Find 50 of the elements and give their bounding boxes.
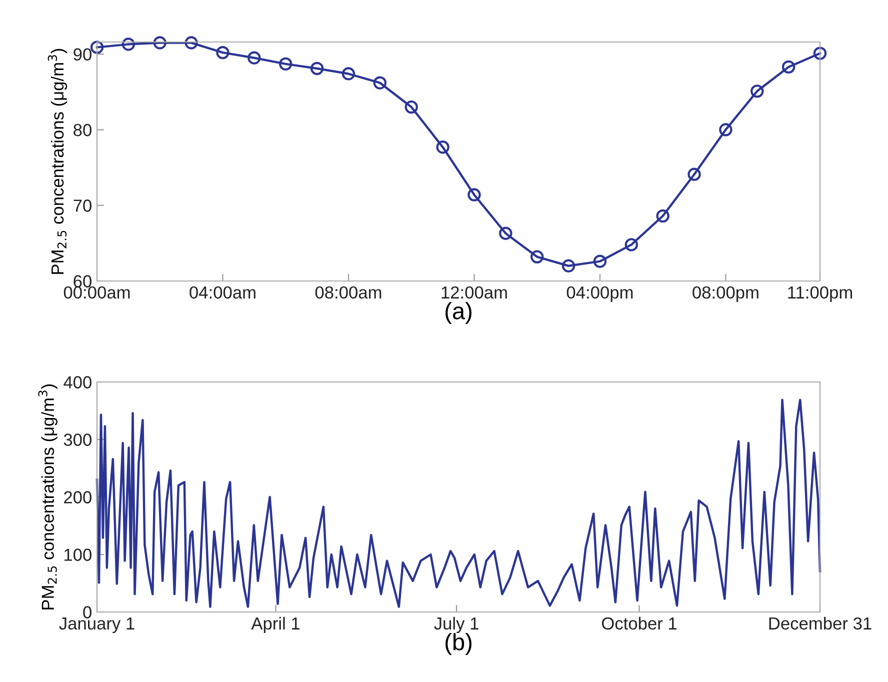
y-tick-label: 70: [74, 200, 92, 212]
point: [404, 100, 418, 114]
point: [248, 51, 261, 64]
point: [624, 238, 638, 252]
x-tick-label: 08:00am: [315, 286, 382, 299]
x-tick-label: 08:00pm: [692, 286, 758, 302]
point: [530, 250, 544, 264]
point: [719, 123, 732, 136]
point: [90, 40, 104, 54]
y-tick-label: 80: [74, 124, 92, 136]
point: [593, 254, 607, 268]
line-series: [96, 398, 822, 608]
point: [688, 168, 701, 181]
x-tick-label: January 1: [59, 618, 134, 634]
point: [813, 46, 827, 60]
point: [153, 36, 166, 50]
x-tick-label: October 1: [602, 616, 677, 630]
point: [342, 67, 356, 80]
x-tick-label: 04:00pm: [566, 286, 633, 302]
y-tick-label: 300: [64, 434, 92, 446]
point: [373, 76, 387, 90]
point: [122, 38, 136, 51]
point: [436, 140, 450, 154]
y-tick-label: 100: [64, 548, 92, 561]
point: [468, 188, 481, 202]
point: [499, 226, 512, 240]
y-tick-label: 60: [74, 275, 92, 288]
y-axis-title: PM$_{2.5}$ concentrations (μg/m$^{3}$): [38, 384, 58, 610]
x-tick-label: 11:00pm: [788, 286, 852, 302]
x-axis-title: (a): [446, 302, 472, 324]
x-tick-label: 12:00am: [442, 286, 507, 299]
x-tick-label: April 1: [251, 616, 300, 634]
point: [782, 60, 796, 74]
point: [750, 84, 764, 98]
point: [216, 46, 230, 60]
y-axis-title: PM$_{2.5}$ concentrations (μg/m$^{3}$): [48, 48, 68, 274]
x-tick-label: July 1: [434, 616, 478, 634]
point: [656, 209, 670, 223]
y-tick-label: 400: [64, 376, 92, 388]
point: [279, 57, 292, 71]
x-tick-label: 04:00am: [190, 286, 256, 299]
point: [562, 259, 576, 272]
point: [310, 62, 324, 76]
point: [184, 36, 198, 50]
y-tick-label: 200: [64, 491, 92, 504]
x-tick-label: December 31: [769, 616, 872, 630]
y-tick-label: 0: [83, 606, 92, 618]
x-axis-title: (b): [446, 633, 472, 656]
y-tick-label: 90: [74, 48, 92, 61]
x-tick-label: 00:00am: [64, 286, 130, 299]
